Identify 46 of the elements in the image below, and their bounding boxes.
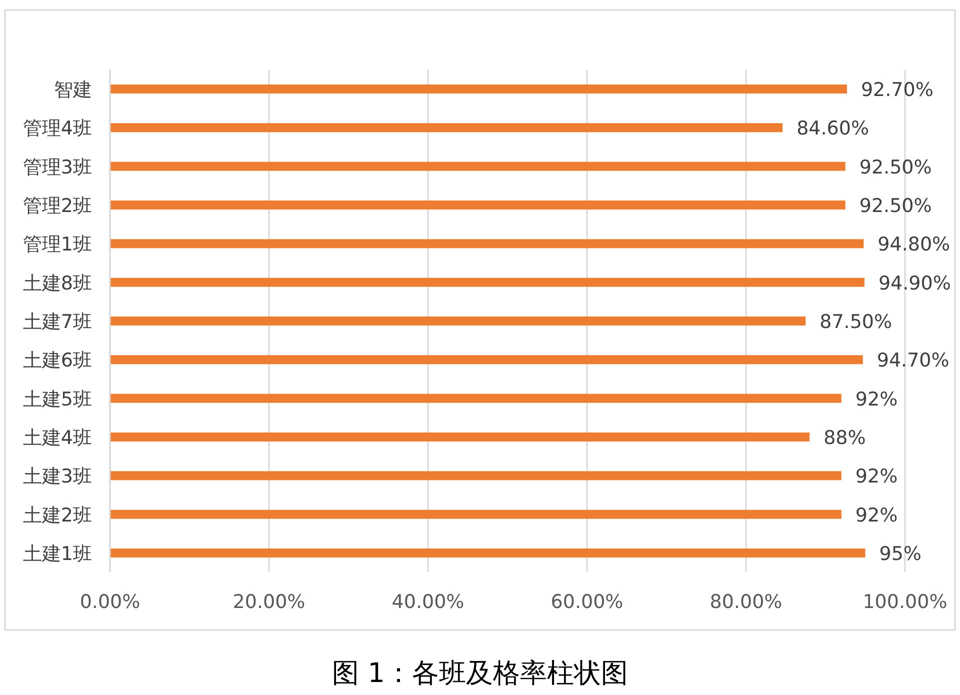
bar bbox=[110, 316, 806, 326]
bar bbox=[110, 200, 846, 210]
bar bbox=[110, 278, 864, 287]
data-label: 92.70% bbox=[860, 79, 934, 101]
x-tick-label: 20.00% bbox=[232, 591, 306, 613]
y-tick-label: 土建6班 bbox=[22, 350, 92, 372]
bar bbox=[110, 548, 866, 558]
y-tick-label: 管理1班 bbox=[22, 234, 92, 256]
y-tick-label: 管理4班 bbox=[22, 118, 92, 140]
bar bbox=[110, 239, 864, 248]
data-label: 92% bbox=[855, 388, 898, 410]
data-label: 94.70% bbox=[876, 350, 950, 372]
data-label: 94.80% bbox=[878, 234, 950, 256]
data-label: 92% bbox=[855, 466, 898, 488]
data-label: 88% bbox=[824, 427, 866, 449]
data-label: 92.50% bbox=[859, 156, 932, 178]
y-tick-label: 智建 bbox=[54, 79, 92, 101]
bar bbox=[110, 123, 783, 132]
x-tick-label: 60.00% bbox=[550, 591, 624, 613]
caption: 图 1：各班及格率柱状图 bbox=[332, 658, 628, 689]
y-tick-label: 土建1班 bbox=[22, 543, 92, 565]
y-tick-label: 土建7班 bbox=[22, 311, 92, 333]
bar bbox=[110, 471, 842, 480]
bar bbox=[110, 432, 810, 442]
bar bbox=[110, 355, 863, 364]
bar bbox=[110, 510, 842, 519]
y-tick-label: 土建2班 bbox=[22, 504, 92, 526]
x-tick-label: 0.00% bbox=[80, 591, 140, 613]
data-label: 87.50% bbox=[820, 311, 892, 333]
data-label: 94.90% bbox=[878, 272, 951, 294]
y-tick-label: 土建5班 bbox=[22, 388, 92, 410]
y-tick-label: 土建4班 bbox=[22, 427, 92, 449]
bar bbox=[110, 394, 842, 403]
data-label: 84.60% bbox=[796, 118, 870, 140]
data-label: 95% bbox=[879, 543, 922, 565]
x-tick-label: 80.00% bbox=[710, 591, 782, 613]
x-tick-label: 100.00% bbox=[862, 591, 948, 613]
data-label: 92.50% bbox=[859, 195, 932, 217]
x-tick-label: 40.00% bbox=[392, 591, 464, 613]
y-tick-label: 管理3班 bbox=[22, 156, 92, 178]
bar bbox=[110, 162, 846, 171]
data-label: 92% bbox=[855, 504, 898, 526]
bar bbox=[110, 84, 847, 94]
y-tick-label: 土建3班 bbox=[22, 466, 92, 488]
y-tick-label: 管理2班 bbox=[22, 195, 92, 217]
y-tick-label: 土建8班 bbox=[22, 272, 92, 294]
